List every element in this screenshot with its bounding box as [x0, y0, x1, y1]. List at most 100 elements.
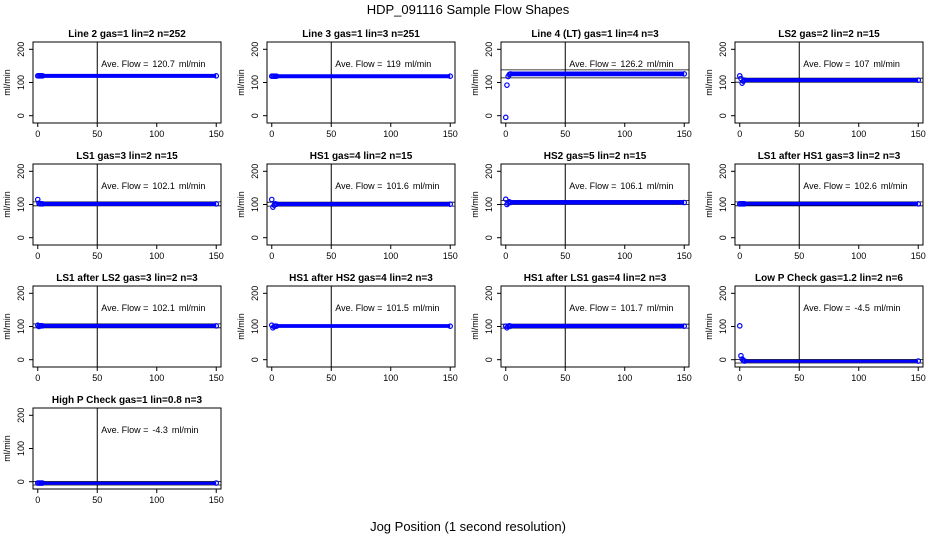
- y-tick-label: 100: [250, 319, 260, 334]
- x-tick-label: 0: [737, 373, 742, 383]
- data-band: [41, 481, 217, 485]
- data-band: [41, 73, 217, 78]
- panel-title: LS2 gas=2 lin=2 n=15: [778, 29, 880, 40]
- panel-9: LS1 after LS2 gas=3 lin=2 n=3 0 100 200 ml/m…: [2, 273, 224, 383]
- data-point: [213, 480, 220, 486]
- x-tick-label: 100: [149, 373, 164, 383]
- x-tick-label: 50: [92, 373, 102, 383]
- plot-frame: [500, 41, 690, 124]
- y-axis-label: ml/min: [704, 69, 714, 96]
- data-point: [915, 201, 922, 207]
- y-tick-label: 200: [16, 408, 26, 423]
- y-axis-label: ml/min: [236, 313, 246, 340]
- series-points: [34, 73, 220, 79]
- y-axis-label: ml/min: [470, 191, 480, 218]
- y-tick-label: 100: [250, 197, 260, 212]
- data-point: [736, 73, 743, 79]
- ave-flow-label: Ave. Flow = 101.5 ml/min: [335, 303, 439, 313]
- y-tick-label: 200: [718, 164, 728, 179]
- ave-flow-label: Ave. Flow = 120.7 ml/min: [101, 59, 205, 69]
- panel-11: HS1 after LS1 gas=4 lin=2 n=3 0 100 200 ml/m…: [470, 273, 692, 383]
- x-axis: 0 50 100 150: [35, 489, 224, 505]
- panel-12: Low P Check gas=1.2 lin=2 n=6 0 100 200 ml/m…: [704, 273, 926, 383]
- series-points: [34, 322, 220, 330]
- x-tick-label: 0: [269, 251, 274, 261]
- panel-title: LS1 after HS1 gas=3 lin=2 n=3: [758, 151, 901, 162]
- x-tick-label: 150: [209, 129, 224, 139]
- data-point: [39, 480, 46, 486]
- y-axis: 0 100 200 ml/min: [704, 42, 735, 118]
- panel-title: High P Check gas=1 lin=0.8 n=3: [52, 395, 203, 406]
- x-tick-label: 150: [911, 129, 926, 139]
- plot-frame: [266, 41, 456, 124]
- ave-flow-value: 106.1: [620, 181, 643, 191]
- x-tick-label: 100: [383, 251, 398, 261]
- y-axis: 0 100 200 ml/min: [470, 286, 501, 362]
- y-tick-label: 0: [250, 113, 260, 118]
- y-axis: 0 100 200 ml/min: [470, 42, 501, 118]
- data-band: [275, 202, 451, 207]
- x-axis: 0 50 100 150: [737, 123, 926, 139]
- data-point: [447, 201, 454, 207]
- x-axis: 0 50 100 150: [269, 245, 458, 261]
- ave-flow-prefix: Ave. Flow =: [569, 59, 616, 69]
- x-tick-label: 150: [209, 373, 224, 383]
- panel-title: Line 4 (LT) gas=1 lin=4 n=3: [531, 29, 659, 40]
- x-axis: 0 50 100 150: [737, 245, 926, 261]
- data-point: [915, 358, 922, 364]
- ave-flow-prefix: Ave. Flow =: [569, 303, 616, 313]
- series-points: [268, 322, 454, 331]
- ave-flow-prefix: Ave. Flow =: [335, 59, 382, 69]
- y-tick-label: 100: [484, 75, 494, 90]
- x-tick-label: 100: [617, 129, 632, 139]
- panel-7: HS2 gas=5 lin=2 n=15 0 100 200 ml/min 0 50 100 1…: [470, 151, 692, 261]
- x-tick-label: 100: [149, 251, 164, 261]
- x-tick-label: 100: [149, 495, 164, 505]
- ave-flow-label: Ave. Flow = -4.3 ml/min: [101, 425, 198, 435]
- series-points: [268, 73, 454, 79]
- y-axis-label: ml/min: [236, 191, 246, 218]
- data-point: [507, 323, 514, 329]
- y-tick-label: 0: [16, 113, 26, 118]
- ave-flow-prefix: Ave. Flow =: [803, 59, 850, 69]
- ave-flow-unit: ml/min: [179, 303, 206, 313]
- x-axis: 0 50 100 150: [269, 367, 458, 383]
- y-axis-label: ml/min: [704, 191, 714, 218]
- y-tick-label: 0: [484, 113, 494, 118]
- ave-flow-value: 102.1: [152, 181, 175, 191]
- data-point: [504, 82, 510, 88]
- data-band: [743, 359, 919, 363]
- y-tick-label: 200: [484, 164, 494, 179]
- data-band: [275, 74, 451, 79]
- ave-flow-unit: ml/min: [647, 303, 674, 313]
- ave-flow-prefix: Ave. Flow =: [101, 181, 148, 191]
- panel-6: HS1 gas=4 lin=2 n=15 0 100 200 ml/min 0 50 100 1…: [236, 151, 458, 261]
- data-point: [447, 73, 454, 79]
- y-axis: 0 100 200 ml/min: [704, 164, 735, 240]
- series-points: [502, 196, 688, 208]
- x-tick-label: 0: [35, 251, 40, 261]
- y-axis-label: ml/min: [470, 69, 480, 96]
- x-tick-label: 0: [503, 251, 508, 261]
- x-axis: 0 50 100 150: [503, 123, 692, 139]
- y-tick-label: 0: [250, 357, 260, 362]
- ave-flow-unit: ml/min: [881, 181, 908, 191]
- ave-flow-value: 102.1: [152, 303, 175, 313]
- ave-flow-label: Ave. Flow = 102.1 ml/min: [101, 303, 205, 313]
- x-tick-label: 100: [851, 251, 866, 261]
- ave-flow-prefix: Ave. Flow =: [803, 303, 850, 313]
- x-tick-label: 50: [92, 495, 102, 505]
- ave-flow-value: 102.6: [854, 181, 877, 191]
- x-tick-label: 50: [92, 251, 102, 261]
- y-tick-label: 100: [16, 319, 26, 334]
- data-point: [39, 73, 46, 79]
- y-axis-label: ml/min: [704, 313, 714, 340]
- series-points: [502, 323, 688, 331]
- x-axis: 0 50 100 150: [35, 123, 224, 139]
- x-tick-label: 50: [794, 129, 804, 139]
- series-points: [268, 196, 454, 210]
- ave-flow-value: 119: [386, 59, 400, 69]
- data-point: [505, 200, 511, 206]
- ave-flow-prefix: Ave. Flow =: [101, 59, 148, 69]
- y-tick-label: 100: [16, 441, 26, 456]
